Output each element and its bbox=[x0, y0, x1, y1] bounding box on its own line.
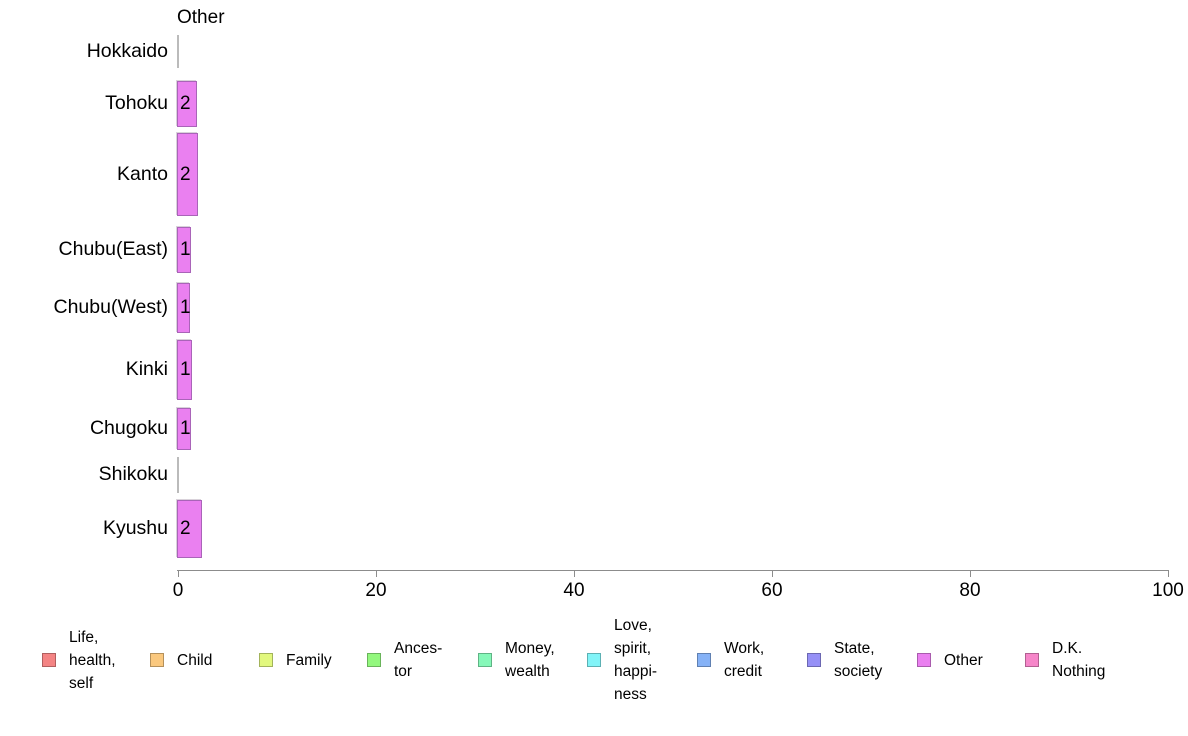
x-axis-tick bbox=[970, 570, 971, 577]
category-label: Chubu(East) bbox=[58, 238, 168, 260]
bar-value-label: 2 bbox=[180, 93, 191, 114]
legend-swatch bbox=[697, 653, 711, 667]
zero-baseline bbox=[177, 35, 179, 68]
legend-label: Child bbox=[177, 651, 213, 669]
legend-item: Money, wealth bbox=[478, 612, 555, 708]
zero-baseline bbox=[177, 457, 179, 493]
legend-label: Work, credit bbox=[724, 640, 765, 680]
x-axis-tick-label: 0 bbox=[172, 580, 184, 601]
legend-swatch bbox=[807, 653, 821, 667]
category-label: Hokkaido bbox=[86, 39, 168, 62]
legend-swatch bbox=[1025, 653, 1039, 667]
legend-swatch bbox=[587, 653, 601, 667]
legend-label: Life, health, self bbox=[69, 628, 116, 692]
legend-label: Love, spirit, happi- ness bbox=[614, 617, 658, 703]
legend-item: Other bbox=[917, 612, 983, 708]
legend-item: Work, credit bbox=[697, 612, 764, 708]
x-axis-line bbox=[177, 570, 1168, 571]
x-axis-tick bbox=[772, 570, 773, 577]
bar bbox=[177, 408, 191, 450]
legend-item: Ances- tor bbox=[367, 612, 442, 708]
bar bbox=[177, 133, 198, 216]
legend-label: D.K. Nothing bbox=[1052, 640, 1106, 680]
bar-value-label: 1 bbox=[180, 359, 191, 380]
legend-item: Life, health, self bbox=[42, 612, 116, 708]
legend-swatch bbox=[917, 653, 931, 667]
x-axis-tick-label: 40 bbox=[563, 580, 585, 601]
legend-swatch bbox=[150, 653, 164, 667]
chart-title: Other bbox=[177, 7, 225, 28]
legend-item: D.K. Nothing bbox=[1025, 612, 1105, 708]
legend-swatch bbox=[259, 653, 273, 667]
legend-item: Family bbox=[259, 612, 332, 708]
category-label: Chubu(West) bbox=[53, 296, 168, 318]
legend-item: State, society bbox=[807, 612, 882, 708]
bar-value-label: 1 bbox=[180, 239, 191, 260]
bar-value-label: 1 bbox=[180, 297, 191, 318]
legend-swatch bbox=[478, 653, 492, 667]
x-axis-tick bbox=[178, 570, 179, 577]
legend-label: Family bbox=[286, 651, 332, 669]
legend-item: Love, spirit, happi- ness bbox=[587, 612, 657, 708]
x-axis-tick bbox=[1168, 570, 1169, 577]
legend-label: Money, wealth bbox=[505, 640, 555, 680]
category-label: Kyushu bbox=[102, 517, 168, 539]
x-axis-tick-label: 80 bbox=[959, 580, 981, 601]
category-label: Shikoku bbox=[98, 463, 168, 485]
category-label: Tohoku bbox=[105, 92, 168, 114]
category-label: Chugoku bbox=[89, 417, 168, 439]
legend-item: Child bbox=[150, 612, 212, 708]
legend-label: Other bbox=[944, 651, 983, 669]
legend-swatch bbox=[42, 653, 56, 667]
category-label: Kanto bbox=[117, 162, 168, 185]
x-axis-tick-label: 60 bbox=[761, 580, 783, 601]
bar-value-label: 2 bbox=[180, 163, 191, 185]
bar bbox=[177, 81, 197, 127]
x-axis-tick bbox=[574, 570, 575, 577]
bar-value-label: 1 bbox=[180, 418, 191, 439]
x-axis-tick-label: 20 bbox=[365, 580, 387, 601]
bar bbox=[177, 283, 190, 333]
category-label: Kinki bbox=[125, 358, 168, 380]
legend-label: State, society bbox=[834, 640, 883, 680]
bar bbox=[177, 340, 192, 400]
legend-swatch bbox=[367, 653, 381, 667]
legend-label: Ances- tor bbox=[394, 640, 443, 680]
bar bbox=[177, 227, 191, 273]
bar bbox=[177, 500, 202, 558]
bar-value-label: 2 bbox=[180, 518, 191, 539]
x-axis-tick-label: 100 bbox=[1152, 580, 1184, 601]
x-axis-tick bbox=[376, 570, 377, 577]
